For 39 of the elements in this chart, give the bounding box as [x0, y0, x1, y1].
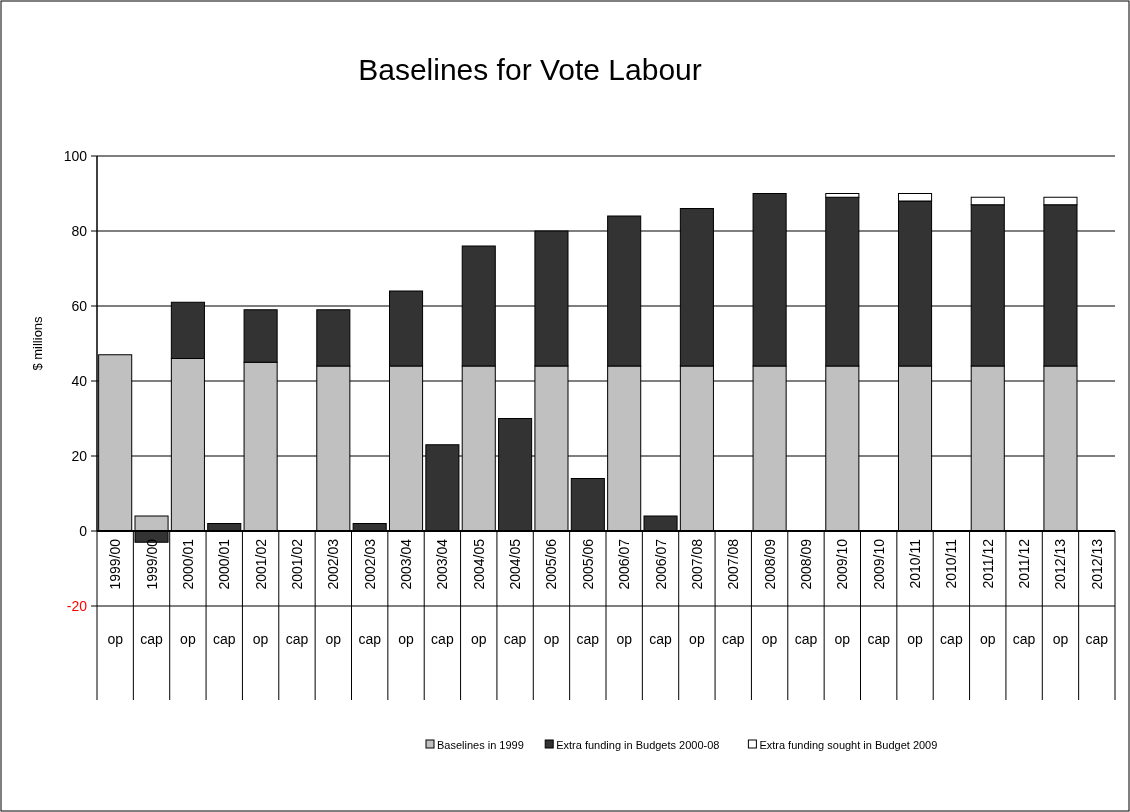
category-label: 2010/11 op — [907, 539, 924, 647]
legend-label: Extra funding in Budgets 2000-08 — [556, 739, 720, 751]
category-label: 2008/09 op — [761, 539, 778, 647]
category-label: 2002/03 cap — [358, 539, 381, 647]
category-label: 2001/02 cap — [285, 539, 309, 647]
y-axis-title: $ millions — [30, 315, 45, 371]
y-tick-label: 20 — [71, 448, 88, 464]
category-label: 2010/11 cap — [940, 539, 963, 647]
category-label: 2003/04 op — [398, 539, 415, 647]
y-tick-label: 100 — [63, 148, 88, 164]
category-label: 2009/10 cap — [867, 539, 890, 647]
category-label: 2001/02 op — [252, 539, 269, 647]
legend-label: Extra funding sought in Budget 2009 — [759, 739, 938, 751]
category-label: 2000/01 op — [179, 539, 196, 647]
y-tick-label: 80 — [71, 223, 88, 239]
category-label: 2004/05 op — [470, 539, 487, 647]
category-label: 2000/01 cap — [212, 539, 236, 647]
legend-label: Baselines in 1999 — [437, 739, 524, 751]
category-label: 2002/03 op — [325, 539, 342, 647]
y-tick-label: 40 — [71, 373, 88, 389]
category-label: 2005/06 op — [543, 539, 560, 647]
category-label: 2011/12 op — [979, 539, 996, 647]
category-label: 2008/09 cap — [794, 539, 818, 647]
category-label: 2007/08 op — [688, 539, 705, 647]
y-tick-label: -20 — [66, 598, 88, 614]
category-label: 1999/00 op — [107, 539, 124, 647]
y-tick-label: 0 — [79, 523, 88, 539]
category-label: 2011/12 cap — [1012, 539, 1036, 647]
chart-title: Baselines for Vote Labour — [358, 53, 702, 86]
category-label: 2009/10 op — [834, 539, 851, 647]
category-label: 2006/07 op — [616, 539, 633, 647]
category-label: 2006/07 cap — [649, 539, 672, 647]
category-label: 2003/04 cap — [431, 539, 454, 647]
category-label: 2007/08 cap — [721, 539, 745, 647]
y-tick-label: 60 — [71, 298, 88, 314]
category-label: 2004/05 cap — [503, 539, 527, 647]
category-label: 2005/06 cap — [576, 539, 600, 647]
category-label: 2012/13 op — [1052, 539, 1069, 647]
category-label: 2012/13 cap — [1085, 539, 1109, 647]
